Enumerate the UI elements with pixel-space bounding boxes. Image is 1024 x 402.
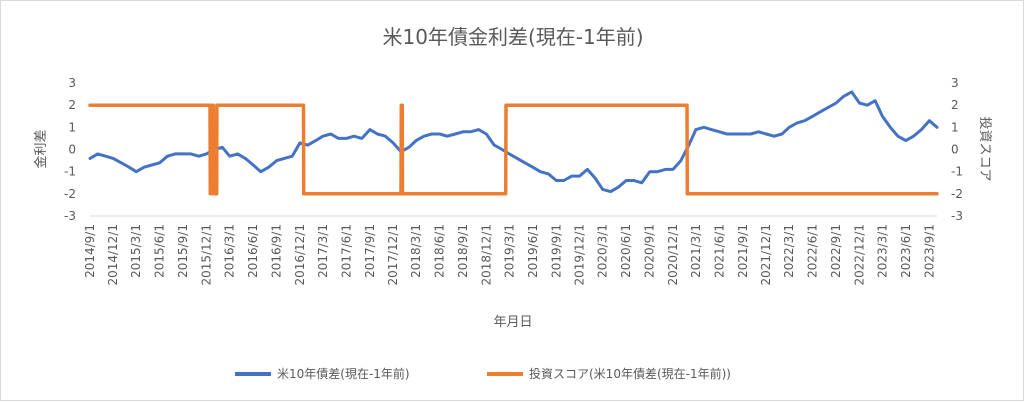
x-tick-label: 2020/9/1	[643, 224, 657, 278]
left-y-tick-label: -1	[64, 165, 76, 179]
series-line-1	[88, 90, 939, 194]
legend: 米10年債差(現在-1年前) 投資スコア(米10年債差(現在-1年前))	[235, 366, 731, 381]
left-y-axis-ticks: -3 -2 -1 0 1 2 3	[64, 76, 76, 223]
x-tick-label: 2021/6/1	[712, 224, 726, 278]
right-y-tick-label: 2	[951, 98, 959, 112]
x-tick-label: 2014/9/1	[83, 224, 97, 278]
x-tick-label: 2023/6/1	[899, 224, 913, 278]
x-tick-label: 2018/9/1	[456, 224, 470, 278]
legend-label-1: 米10年債差(現在-1年前)	[277, 366, 410, 381]
series-layer	[88, 90, 939, 196]
right-y-tick-label: 3	[951, 76, 959, 90]
chart-title: 米10年債金利差(現在-1年前)	[383, 25, 644, 49]
legend-label-2: 投資スコア(米10年債差(現在-1年前))	[529, 366, 731, 381]
x-tick-label: 2017/9/1	[363, 224, 377, 278]
left-y-tick-label: 3	[68, 76, 76, 90]
x-tick-label: 2018/12/1	[479, 224, 493, 286]
right-y-tick-label: -1	[951, 165, 963, 179]
left-y-tick-label: 0	[68, 143, 76, 157]
x-tick-label: 2022/9/1	[829, 224, 843, 278]
x-tick-label: 2022/12/1	[852, 224, 866, 286]
x-axis-title: 年月日	[493, 315, 532, 330]
x-tick-label: 2022/3/1	[782, 224, 796, 278]
x-tick-label: 2021/3/1	[689, 224, 703, 278]
x-tick-label: 2019/6/1	[526, 224, 540, 278]
x-tick-label: 2023/9/1	[922, 224, 936, 278]
x-tick-label: 2015/3/1	[129, 224, 143, 278]
x-tick-label: 2018/6/1	[433, 224, 447, 278]
x-tick-label: 2016/12/1	[293, 224, 307, 286]
x-tick-label: 2023/3/1	[875, 224, 889, 278]
x-tick-label: 2017/3/1	[316, 224, 330, 278]
x-tick-label: 2017/6/1	[339, 224, 353, 278]
x-tick-label: 2016/3/1	[223, 224, 237, 278]
left-y-tick-label: 2	[68, 98, 76, 112]
x-tick-label: 2019/9/1	[549, 224, 563, 278]
x-tick-label: 2021/9/1	[736, 224, 750, 278]
x-axis-ticks: 2014/9/1 2014/12/1 2015/3/1 2015/6/1 2015/9/…	[83, 224, 936, 286]
right-y-tick-label: 0	[951, 143, 959, 157]
left-y-tick-label: -3	[64, 209, 76, 223]
right-y-axis-title: 投資スコア	[977, 116, 993, 181]
right-y-tick-label: -2	[951, 187, 963, 201]
left-y-axis-title: 金利差	[33, 129, 49, 168]
x-tick-label: 2020/12/1	[666, 224, 680, 286]
x-tick-label: 2015/6/1	[153, 224, 167, 278]
x-tick-label: 2014/12/1	[106, 224, 120, 286]
right-y-tick-label: 1	[951, 120, 959, 134]
x-tick-label: 2018/3/1	[409, 224, 423, 278]
right-y-axis-ticks: -3 -2 -1 0 1 2 3	[951, 76, 963, 223]
x-tick-label: 2016/9/1	[270, 224, 284, 278]
x-tick-label: 2020/6/1	[619, 224, 633, 278]
left-y-tick-label: 1	[68, 120, 76, 134]
x-tick-label: 2015/9/1	[176, 224, 190, 278]
x-tick-label: 2019/12/1	[573, 224, 587, 286]
x-tick-label: 2016/6/1	[246, 224, 260, 278]
x-tick-label: 2021/12/1	[759, 224, 773, 286]
x-tick-label: 2020/3/1	[596, 224, 610, 278]
series-line-2	[88, 103, 939, 196]
left-y-tick-label: -2	[64, 187, 76, 201]
x-tick-label: 2015/12/1	[199, 224, 213, 286]
x-tick-label: 2019/3/1	[502, 224, 516, 278]
x-tick-label: 2022/6/1	[806, 224, 820, 278]
right-y-tick-label: -3	[951, 209, 963, 223]
x-tick-label: 2017/12/1	[386, 224, 400, 286]
